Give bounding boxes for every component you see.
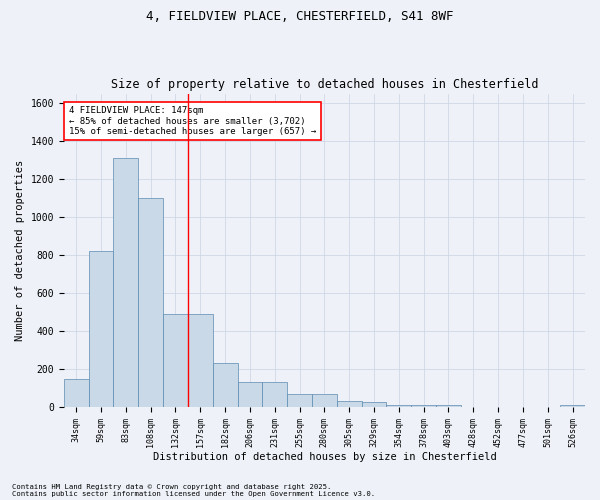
Text: Contains public sector information licensed under the Open Government Licence v3: Contains public sector information licen… [12,491,375,497]
Bar [188,314,212,407]
Title: Size of property relative to detached houses in Chesterfield: Size of property relative to detached ho… [110,78,538,91]
Bar [89,252,113,407]
Bar [138,198,163,407]
Bar [312,394,337,407]
Bar [212,362,238,407]
Text: 4, FIELDVIEW PLACE, CHESTERFIELD, S41 8WF: 4, FIELDVIEW PLACE, CHESTERFIELD, S41 8W… [146,10,454,23]
Bar [113,158,138,407]
Bar [386,406,411,407]
Bar [337,400,362,407]
Bar [64,378,89,407]
Bar [436,406,461,407]
Bar [362,402,386,407]
Bar [411,406,436,407]
Bar [262,382,287,407]
Bar [163,314,188,407]
Text: 4 FIELDVIEW PLACE: 147sqm
← 85% of detached houses are smaller (3,702)
15% of se: 4 FIELDVIEW PLACE: 147sqm ← 85% of detac… [69,106,316,136]
Bar [238,382,262,407]
Text: Contains HM Land Registry data © Crown copyright and database right 2025.: Contains HM Land Registry data © Crown c… [12,484,331,490]
Y-axis label: Number of detached properties: Number of detached properties [15,160,25,341]
Bar [560,406,585,407]
X-axis label: Distribution of detached houses by size in Chesterfield: Distribution of detached houses by size … [152,452,496,462]
Bar [287,394,312,407]
